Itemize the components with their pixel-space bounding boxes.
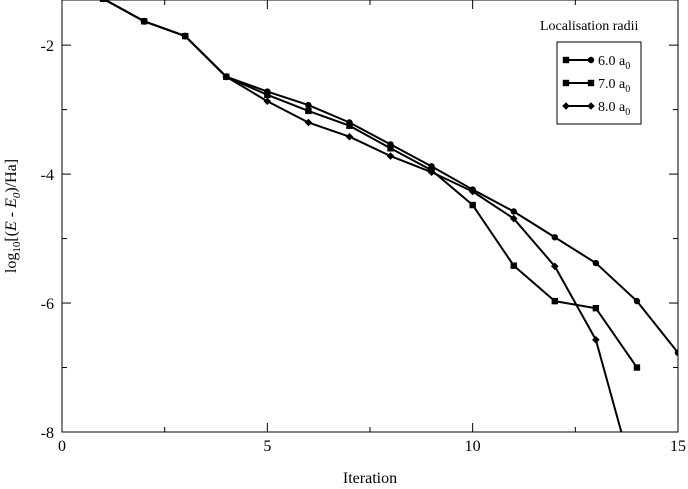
x-tick-label: 0 (58, 438, 66, 455)
x-axis-label: Iteration (343, 470, 397, 487)
series-3-point (222, 72, 231, 81)
series-layer (99, 0, 678, 432)
series-2-point (551, 297, 558, 305)
legend-label: 8.0 a0 (598, 100, 630, 118)
y-axis-label: log10[(E - E0)/Ha] (3, 159, 23, 273)
x-tick-label: 15 (670, 438, 686, 455)
legend-title: Localisation radii (540, 19, 638, 34)
series-2-point (346, 122, 353, 129)
series-3-point (263, 97, 272, 106)
series-2-point (264, 91, 271, 98)
series-1-point (592, 259, 600, 267)
series-3-point (386, 152, 395, 160)
y-label-open: [( (3, 231, 20, 242)
legend-marker-right (587, 102, 595, 110)
y-tick-label: -8 (41, 425, 54, 442)
legend-marker-left (562, 56, 570, 64)
legend-marker-left (562, 102, 570, 110)
legend-label: 7.0 a0 (598, 77, 630, 95)
series-1-point (305, 101, 312, 109)
tick-labels: 0 5 10 15 -2 -4 -6 -8 (41, 38, 686, 455)
axis-ticks (61, 0, 679, 433)
y-label-log-sub: 10 (11, 241, 23, 253)
y-label-e0-sub: 0 (11, 192, 23, 198)
series-2-point (469, 201, 476, 209)
series-1-point (674, 349, 678, 356)
series-3-point (345, 132, 354, 141)
y-label-log: log (3, 253, 20, 273)
series-3-line (103, 0, 623, 432)
series-3-point (509, 214, 518, 223)
series-3-point (592, 335, 600, 344)
y-label-e0: E (3, 198, 20, 209)
legend-entries: 6.0 a0 7.0 a0 8.0 a0 (562, 54, 630, 118)
series-1-point (551, 234, 558, 241)
legend: Localisation radii 6.0 a0 7.0 a0 8.0 a0 (540, 19, 642, 125)
series-2-point (305, 107, 312, 115)
legend-marker-right (587, 56, 595, 64)
legend-marker-right (587, 79, 595, 87)
y-label-e: E (3, 221, 20, 232)
y-label-minus: - (3, 208, 20, 221)
series-3-point (427, 168, 436, 176)
y-tick-label: -4 (41, 167, 54, 184)
y-tick-label: -2 (41, 38, 54, 55)
x-tick-label: 10 (465, 438, 481, 455)
series-3-point (304, 118, 313, 127)
series-1-point (633, 297, 641, 305)
series-3-point (181, 32, 189, 40)
series-3-point (100, 0, 106, 3)
series-2-point (592, 305, 600, 312)
legend-entry-1: 6.0 a0 (562, 54, 630, 72)
series-2-point (510, 262, 517, 269)
legend-marker-left (562, 79, 570, 87)
series-3-point (468, 187, 477, 196)
series-1-point (510, 208, 517, 215)
legend-entry-3: 8.0 a0 (562, 100, 630, 118)
x-tick-label: 5 (263, 438, 271, 455)
series-3-point (551, 262, 559, 271)
legend-label: 6.0 a0 (598, 54, 630, 72)
series-3-point (140, 17, 148, 26)
legend-entry-2: 7.0 a0 (562, 77, 630, 95)
series-3 (100, 0, 623, 432)
y-tick-label: -6 (41, 296, 54, 313)
series-2-point (633, 364, 641, 371)
y-label-close: )/Ha] (3, 159, 20, 193)
series-2-point (387, 145, 394, 152)
